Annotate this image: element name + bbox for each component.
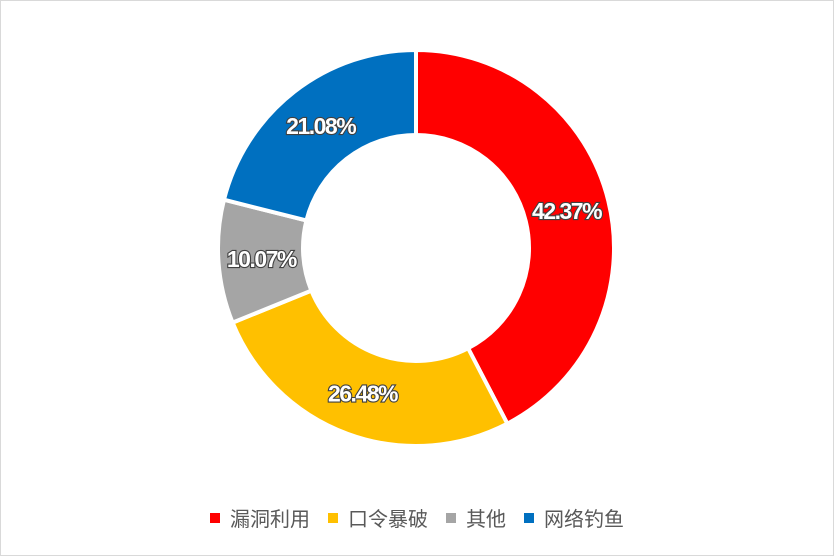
legend-swatch — [328, 512, 338, 523]
chart-legend: 漏洞利用 口令暴破 其他 网络钓鱼 — [0, 503, 834, 532]
legend-label: 其他 — [466, 507, 506, 531]
legend-label: 网络钓鱼 — [544, 507, 624, 531]
donut-slice — [230, 288, 510, 448]
legend-label: 口令暴破 — [348, 507, 428, 531]
legend-item: 其他 — [446, 503, 506, 532]
slice-data-label: 21.08% — [286, 113, 356, 139]
legend-item: 口令暴破 — [328, 503, 428, 532]
legend-item: 网络钓鱼 — [524, 503, 624, 532]
slice-data-label: 42.37% — [532, 198, 602, 224]
legend-swatch — [210, 512, 220, 523]
donut-chart: 42.37% 26.48% 10.07% 21.08% — [216, 48, 616, 448]
legend-swatch — [446, 512, 456, 523]
legend-swatch — [524, 512, 534, 523]
slice-data-label: 26.48% — [328, 380, 398, 406]
legend-label: 漏洞利用 — [230, 507, 310, 531]
legend-item: 漏洞利用 — [210, 503, 310, 532]
donut-slice — [414, 48, 616, 426]
slice-data-label: 10.07% — [227, 246, 297, 272]
donut-slice — [221, 48, 418, 223]
